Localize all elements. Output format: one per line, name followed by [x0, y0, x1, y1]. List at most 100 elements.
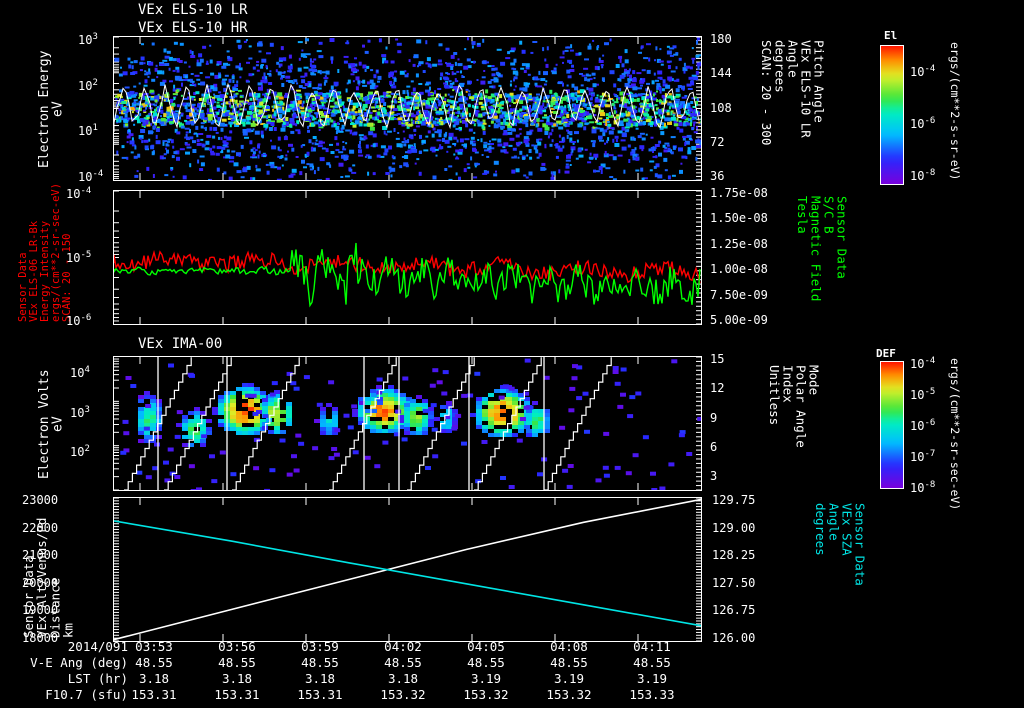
panel1-scatter-canvas	[114, 37, 701, 180]
footer-cell-r2-c2: 3.18	[304, 671, 336, 686]
panel2-right-tick-5: 5.00e-09	[710, 313, 768, 327]
panel1-cbar-tick-2: 10-8	[910, 168, 936, 183]
footer-row-label-3: F10.7 (sfu)	[45, 687, 128, 702]
panel3-colorbar-units: ergs/(cm**2-sr-sec-eV)	[948, 358, 963, 511]
footer-cell-r2-c6: 3.19	[636, 671, 668, 686]
panel2-left-tick-0: 10-4	[66, 186, 92, 201]
panel2-left-tick-2: 10-6	[66, 313, 92, 328]
panel3-right-tick-2: 9	[710, 410, 718, 425]
footer-cell-r0-c6: 04:11	[633, 639, 671, 654]
panel3-cbar-tick-0: 10-4	[910, 356, 936, 371]
panel1-right-tick-4: 36	[710, 169, 725, 183]
panel2-right-tick-3: 1.00e-08	[710, 262, 768, 277]
footer-cell-r0-c5: 04:08	[550, 639, 588, 654]
panel4-line-canvas	[114, 498, 701, 641]
footer-cell-r1-c3: 48.55	[384, 655, 422, 670]
panel4-left-tick-2: 21000	[22, 548, 59, 563]
footer-cell-r3-c0: 153.31	[131, 687, 177, 702]
footer-cell-r2-c4: 3.19	[470, 671, 502, 686]
footer-cell-r1-c4: 48.55	[467, 655, 505, 670]
panel1-right-tick-2: 108	[710, 100, 732, 115]
panel3-colorbar	[880, 361, 904, 489]
footer-cell-r0-c4: 04:05	[467, 639, 505, 654]
footer-cell-r1-c6: 48.55	[633, 655, 671, 670]
panel3-cbar-tick-4: 10-8	[910, 480, 936, 495]
footer-row-label-2: LST (hr)	[67, 671, 128, 686]
footer-cell-r3-c5: 153.32	[546, 687, 592, 702]
panel4-left-tick-1: 22000	[22, 520, 59, 535]
footer-cell-r1-c1: 48.55	[218, 655, 256, 670]
panel3-left-tick-2: 102	[70, 444, 90, 459]
panel2-right-tick-0: 1.75e-08	[710, 186, 768, 200]
footer-cell-r1-c2: 48.55	[301, 655, 339, 670]
panel2-right-tick-4: 7.50e-09	[710, 287, 768, 302]
panel1-left-tick-3: 10-4	[78, 169, 104, 184]
panel4-right-tick-5: 126.00	[712, 631, 756, 645]
footer-row-label-1: V-E Ang (deg)	[30, 655, 128, 670]
panel1-right-tick-0: 180	[710, 32, 732, 46]
panel3-cbar-tick-1: 10-5	[910, 387, 936, 402]
panel3-left-tick-0: 104	[70, 365, 90, 380]
panel3-plot-area[interactable]	[113, 356, 702, 491]
footer-cell-r3-c1: 153.31	[214, 687, 260, 702]
footer-cell-r1-c0: 48.55	[135, 655, 173, 670]
panel1-colorbar-units: ergs/(cm**2-s-sr-eV)	[948, 42, 963, 181]
footer-cell-r2-c0: 3.18	[138, 671, 170, 686]
panel3-right-tick-3: 6	[710, 439, 718, 454]
panel1-left-tick-0: 103	[78, 32, 98, 47]
footer-cell-r2-c5: 3.19	[553, 671, 585, 686]
panel1-colorbar-title: El	[884, 29, 898, 42]
panel1-left-tick-1: 102	[78, 77, 98, 93]
panel3-heatmap-canvas	[114, 357, 701, 490]
footer-cell-r3-c2: 153.31	[297, 687, 343, 702]
panel3-cbar-tick-2: 10-6	[910, 418, 936, 433]
panel2-right-axis-label: Sensor Data S/C B Magnetic Field Tesla	[795, 196, 850, 302]
panel1-plot-area[interactable]	[113, 36, 702, 181]
footer-cell-r0-c1: 03:56	[218, 639, 256, 654]
panel1-title-lr: VEx ELS-10 LR	[138, 2, 248, 18]
panel4-right-tick-3: 127.50	[712, 575, 756, 590]
panel2-left-axis-label: Sensor Data VEx ELS-06 LR-Bk Energy Inte…	[17, 182, 74, 322]
panel4-right-tick-0: 129.75	[712, 493, 756, 507]
panel1-right-tick-3: 72	[710, 134, 725, 149]
footer-cell-r0-c0: 03:53	[135, 639, 173, 654]
panel4-left-tick-5: 18000	[22, 631, 59, 645]
panel2-right-tick-1: 1.50e-08	[710, 211, 768, 226]
panel1-colorbar	[880, 45, 904, 185]
panel3-right-tick-0: 15	[710, 352, 725, 366]
panel4-right-tick-4: 126.75	[712, 603, 756, 618]
footer-cell-r2-c1: 3.18	[221, 671, 253, 686]
panel3-left-axis-label: Electron Volts eV	[37, 369, 66, 479]
panel4-left-tick-3: 20000	[22, 575, 59, 590]
panel1-cbar-tick-1: 10-6	[910, 116, 936, 131]
panel4-left-tick-4: 19000	[22, 603, 59, 618]
panel1-cbar-tick-0: 10-4	[910, 64, 936, 79]
panel4-right-tick-1: 129.00	[712, 520, 756, 535]
panel3-left-tick-1: 103	[70, 404, 90, 420]
footer-cell-r3-c4: 153.32	[463, 687, 509, 702]
footer-cell-r0-c3: 04:02	[384, 639, 422, 654]
panel4-right-tick-2: 128.25	[712, 548, 756, 563]
panel1-title-hr: VEx ELS-10 HR	[138, 20, 248, 36]
footer-cell-r0-c2: 03:59	[301, 639, 339, 654]
panel4-left-tick-0: 23000	[22, 493, 59, 507]
panel1-right-tick-1: 144	[710, 66, 732, 81]
panel2-plot-area[interactable]	[113, 190, 702, 325]
panel1-left-tick-2: 101	[78, 123, 98, 139]
panel3-title: VEx IMA-00	[138, 336, 223, 352]
panel2-line-canvas	[114, 191, 701, 324]
panel1-right-axis-label: Pitch Angle VEx ELS-10 LR Angle degrees …	[759, 40, 827, 146]
panel3-right-tick-4: 3	[710, 469, 718, 483]
panel3-right-axis-label: Mode Polar Angle Index Unitless	[767, 365, 822, 448]
footer-cell-r2-c3: 3.18	[387, 671, 419, 686]
panel3-right-tick-1: 12	[710, 381, 725, 396]
panel4-plot-area[interactable]	[113, 497, 702, 642]
footer-cell-r3-c6: 153.33	[629, 687, 675, 702]
panel2-left-tick-1: 10-5	[66, 249, 92, 265]
panel2-right-tick-2: 1.25e-08	[710, 236, 768, 251]
footer-cell-r1-c5: 48.55	[550, 655, 588, 670]
panel3-cbar-tick-3: 10-7	[910, 449, 936, 464]
panel3-colorbar-title: DEF	[876, 347, 896, 360]
footer-row-label-0: 2014/091	[67, 639, 128, 654]
